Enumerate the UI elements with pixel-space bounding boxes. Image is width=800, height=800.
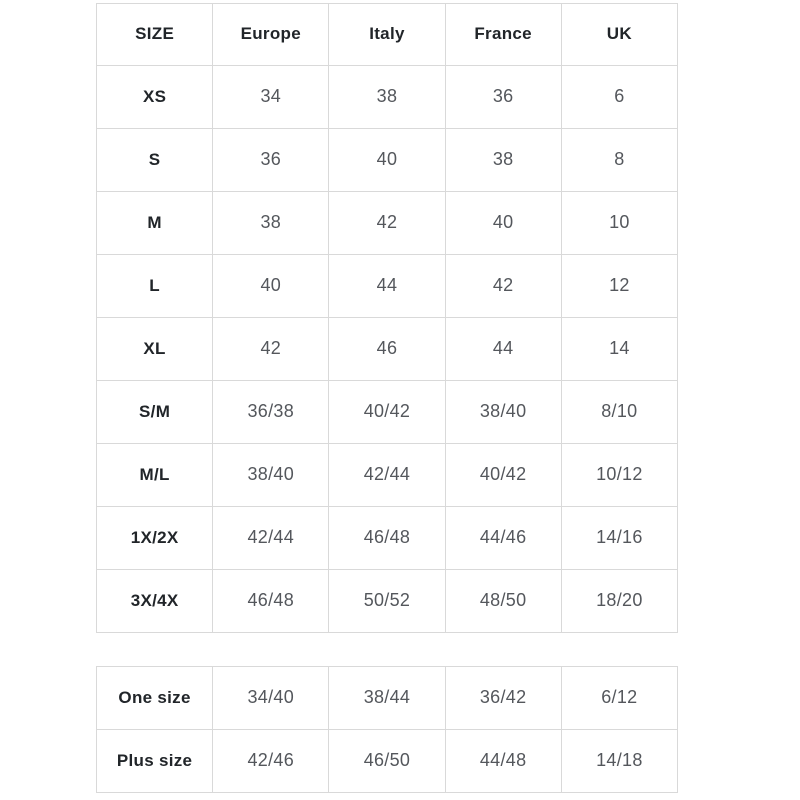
data-cell: 38	[212, 191, 330, 255]
table-row-m-l: M/L 38/40 42/44 40/42 10/12	[95, 443, 679, 507]
one-size-plus-size-table: One size 34/40 38/44 36/42 6/12 Plus siz…	[95, 666, 679, 793]
data-cell: 6/12	[560, 666, 679, 730]
header-cell-europe: Europe	[212, 3, 330, 66]
row-label: S	[95, 128, 214, 192]
data-cell: 40	[328, 128, 446, 192]
data-cell: 38	[328, 65, 446, 129]
header-cell-italy: Italy	[328, 3, 446, 66]
row-label: L	[95, 254, 214, 318]
data-cell: 38	[444, 128, 562, 192]
data-cell: 44	[444, 317, 562, 381]
data-cell: 44	[328, 254, 446, 318]
data-cell: 40	[212, 254, 330, 318]
data-cell: 34/40	[212, 666, 330, 730]
data-cell: 10	[560, 191, 679, 255]
data-cell: 18/20	[560, 569, 679, 633]
header-cell-france: France	[444, 3, 562, 66]
data-cell: 42/44	[328, 443, 446, 507]
data-cell: 14/16	[560, 506, 679, 570]
table-row-xl: XL 42 46 44 14	[95, 317, 679, 381]
data-cell: 42	[212, 317, 330, 381]
data-cell: 8/10	[560, 380, 679, 444]
data-cell: 44/48	[444, 729, 562, 793]
header-cell-uk: UK	[560, 3, 679, 66]
data-cell: 46/48	[212, 569, 330, 633]
data-cell: 42/46	[212, 729, 330, 793]
data-cell: 36	[212, 128, 330, 192]
data-cell: 6	[560, 65, 679, 129]
row-label: M	[95, 191, 214, 255]
row-label: XL	[95, 317, 214, 381]
data-cell: 42	[444, 254, 562, 318]
table-row-l: L 40 44 42 12	[95, 254, 679, 318]
row-label: Plus size	[95, 729, 214, 793]
data-cell: 12	[560, 254, 679, 318]
row-label: S/M	[95, 380, 214, 444]
row-label: M/L	[95, 443, 214, 507]
header-cell-size: SIZE	[95, 3, 214, 66]
data-cell: 38/44	[328, 666, 446, 730]
table-row-plus-size: Plus size 42/46 46/50 44/48 14/18	[95, 729, 679, 793]
data-cell: 44/46	[444, 506, 562, 570]
table-row-1x-2x: 1X/2X 42/44 46/48 44/46 14/16	[95, 506, 679, 570]
table-row-one-size: One size 34/40 38/44 36/42 6/12	[95, 666, 679, 730]
data-cell: 8	[560, 128, 679, 192]
data-cell: 14	[560, 317, 679, 381]
data-cell: 46/48	[328, 506, 446, 570]
table-row-3x-4x: 3X/4X 46/48 50/52 48/50 18/20	[95, 569, 679, 633]
data-cell: 46/50	[328, 729, 446, 793]
data-cell: 36/42	[444, 666, 562, 730]
data-cell: 36/38	[212, 380, 330, 444]
data-cell: 48/50	[444, 569, 562, 633]
table-row-s-m: S/M 36/38 40/42 38/40 8/10	[95, 380, 679, 444]
data-cell: 40	[444, 191, 562, 255]
data-cell: 46	[328, 317, 446, 381]
row-label: XS	[95, 65, 214, 129]
data-cell: 38/40	[444, 380, 562, 444]
data-cell: 42/44	[212, 506, 330, 570]
data-cell: 42	[328, 191, 446, 255]
data-cell: 50/52	[328, 569, 446, 633]
table-row-m: M 38 42 40 10	[95, 191, 679, 255]
data-cell: 14/18	[560, 729, 679, 793]
row-label: One size	[95, 666, 214, 730]
data-cell: 38/40	[212, 443, 330, 507]
header-row: SIZE Europe Italy France UK	[95, 3, 679, 66]
data-cell: 40/42	[444, 443, 562, 507]
row-label: 3X/4X	[95, 569, 214, 633]
table-row-xs: XS 34 38 36 6	[95, 65, 679, 129]
size-conversion-table: SIZE Europe Italy France UK XS 34 38 36 …	[95, 3, 679, 633]
row-label: 1X/2X	[95, 506, 214, 570]
data-cell: 36	[444, 65, 562, 129]
table-row-s: S 36 40 38 8	[95, 128, 679, 192]
data-cell: 10/12	[560, 443, 679, 507]
data-cell: 40/42	[328, 380, 446, 444]
data-cell: 34	[212, 65, 330, 129]
